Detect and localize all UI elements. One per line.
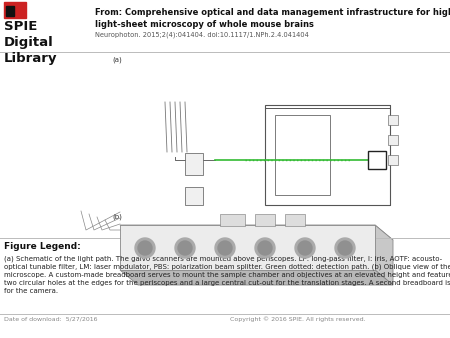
Text: (a): (a) (112, 56, 122, 63)
Bar (4, 2, 26, 18)
Circle shape (258, 241, 272, 255)
Circle shape (218, 241, 232, 255)
Text: SPIE
Digital
Library: SPIE Digital Library (4, 20, 58, 65)
Bar (185, 153, 203, 175)
Bar (368, 151, 386, 169)
Polygon shape (120, 270, 393, 285)
Bar (220, 214, 245, 226)
Circle shape (138, 241, 152, 255)
Circle shape (215, 238, 235, 258)
Bar (6, 6, 14, 16)
Text: light-sheet microscopy of whole mouse brains: light-sheet microscopy of whole mouse br… (95, 20, 314, 29)
Text: Date of download:  5/27/2016: Date of download: 5/27/2016 (4, 317, 98, 322)
Circle shape (338, 241, 352, 255)
Circle shape (335, 238, 355, 258)
Bar (285, 214, 305, 226)
Bar (255, 214, 275, 226)
Polygon shape (120, 225, 375, 270)
Bar (388, 115, 398, 125)
Text: Figure Legend:: Figure Legend: (4, 242, 81, 251)
Bar (275, 115, 330, 195)
Circle shape (298, 241, 312, 255)
Circle shape (178, 241, 192, 255)
Circle shape (175, 238, 195, 258)
Text: (a) Schematic of the light path. The galvo scanners are mounted above periscopes: (a) Schematic of the light path. The gal… (4, 255, 450, 294)
Text: From: Comprehensive optical and data management infrastructure for high-throughp: From: Comprehensive optical and data man… (95, 8, 450, 17)
Polygon shape (375, 225, 393, 285)
Text: (b): (b) (112, 213, 122, 219)
Text: Copyright © 2016 SPIE. All rights reserved.: Copyright © 2016 SPIE. All rights reserv… (230, 317, 365, 322)
Text: Neurophoton. 2015;2(4):041404. doi:10.1117/1.NPh.2.4.041404: Neurophoton. 2015;2(4):041404. doi:10.11… (95, 32, 309, 39)
Bar (388, 155, 398, 165)
Polygon shape (120, 225, 393, 240)
Circle shape (255, 238, 275, 258)
Bar (388, 135, 398, 145)
Bar (265, 105, 390, 205)
Circle shape (295, 238, 315, 258)
Bar (185, 187, 203, 205)
Circle shape (135, 238, 155, 258)
